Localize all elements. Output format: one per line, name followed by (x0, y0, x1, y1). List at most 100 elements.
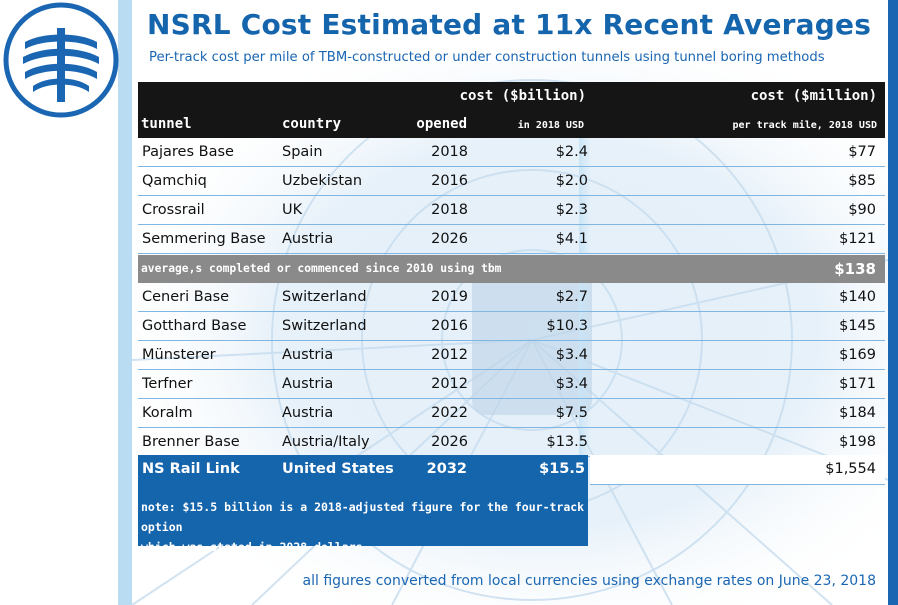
cell-tunnel: Brenner Base (142, 434, 240, 450)
cell-per-mile: $169 (839, 347, 876, 363)
cell-per-mile: $145 (839, 318, 876, 334)
header-country: country (282, 116, 342, 132)
cell-opened: 2018 (431, 144, 468, 160)
cell-country: Uzbekistan (282, 173, 363, 189)
average-row: average,s completed or commenced since 2… (138, 255, 885, 283)
cell-cost: $3.4 (555, 347, 588, 363)
organization-logo (3, 2, 119, 118)
cell-cost: $2.7 (555, 289, 588, 305)
cell-per-mile: $140 (839, 289, 876, 305)
table-row: Pajares Base Spain 2018 $2.4 $77 (138, 138, 885, 167)
footnote: note: $15.5 billion is a 2018-adjusted f… (141, 497, 586, 557)
cell-cost: $10.3 (546, 318, 588, 334)
cell-country: Austria/Italy (282, 434, 370, 450)
cell-opened: 2012 (431, 376, 468, 392)
table-row: Ceneri Base Switzerland 2019 $2.7 $140 (138, 283, 885, 312)
cell-per-mile: $198 (839, 434, 876, 450)
chart-subtitle: Per-track cost per mile of TBM-construct… (149, 50, 825, 65)
cell-tunnel: Pajares Base (142, 144, 234, 160)
highlight-row: NS Rail Link United States 2032 $15.5 no… (138, 455, 588, 554)
column-shade (579, 312, 591, 340)
cell-opened: 2018 (431, 202, 468, 218)
footnote-line-1: note: $15.5 billion is a 2018-adjusted f… (141, 500, 585, 534)
highlight-per-mile: $1,554 (825, 461, 876, 477)
row-divider (138, 195, 885, 196)
average-label: average,s completed or commenced since 2… (141, 262, 502, 275)
cell-country: Switzerland (282, 318, 367, 334)
table-row: Semmering Base Austria 2026 $4.1 $121 (138, 225, 885, 254)
header-opened: opened (416, 116, 467, 132)
column-shade (579, 196, 591, 224)
average-value: $138 (834, 260, 876, 278)
chart-title: NSRL Cost Estimated at 11x Recent Averag… (147, 8, 872, 41)
highlight-cost: $15.5 (539, 461, 585, 477)
table-row: Terfner Austria 2012 $3.4 $171 (138, 370, 885, 399)
table-row: Qamchiq Uzbekistan 2016 $2.0 $85 (138, 167, 885, 196)
row-divider (138, 253, 885, 254)
footnote-line-2: which was stated in 2028 dollars (141, 540, 363, 554)
cell-per-mile: $121 (839, 231, 876, 247)
left-accent-strip (118, 0, 132, 605)
highlight-tunnel: NS Rail Link (142, 461, 240, 477)
cell-per-mile: $85 (848, 173, 876, 189)
column-shade (579, 341, 591, 369)
table-row: Gotthard Base Switzerland 2016 $10.3 $145 (138, 312, 885, 341)
cell-opened: 2012 (431, 347, 468, 363)
column-shade (579, 399, 591, 427)
cell-tunnel: Gotthard Base (142, 318, 247, 334)
cell-tunnel: Ceneri Base (142, 289, 230, 305)
header-cost-million-sub: per track mile, 2018 USD (732, 120, 878, 131)
cell-per-mile: $90 (848, 202, 876, 218)
cell-cost: $7.5 (555, 405, 588, 421)
row-divider (138, 340, 885, 341)
cell-tunnel: Koralm (142, 405, 193, 421)
header-cost-million: cost ($million) (750, 88, 877, 104)
highlight-country: United States (282, 461, 394, 477)
cell-cost: $3.4 (555, 376, 588, 392)
column-shade (579, 138, 591, 166)
cell-opened: 2026 (431, 434, 468, 450)
row-divider (138, 427, 885, 428)
cell-per-mile: $171 (839, 376, 876, 392)
cell-per-mile: $77 (848, 144, 876, 160)
header-cost-billion: cost ($billion) (459, 88, 586, 104)
cell-country: Austria (282, 405, 334, 421)
cell-opened: 2016 (431, 173, 468, 189)
cell-country: Switzerland (282, 289, 367, 305)
row-divider (138, 369, 885, 370)
cell-opened: 2019 (431, 289, 468, 305)
cell-country: Austria (282, 231, 334, 247)
cell-cost: $2.4 (555, 144, 588, 160)
cell-tunnel: Crossrail (142, 202, 205, 218)
cell-tunnel: Münsterer (142, 347, 216, 363)
row-divider (138, 311, 885, 312)
table-row: Koralm Austria 2022 $7.5 $184 (138, 399, 885, 428)
highlight-opened: 2032 (426, 461, 467, 477)
column-shade (579, 428, 591, 456)
cell-cost: $13.5 (546, 434, 588, 450)
cell-cost: $2.3 (555, 202, 588, 218)
right-accent-strip (888, 0, 898, 605)
cell-country: UK (282, 202, 303, 218)
cell-country: Austria (282, 347, 334, 363)
cell-country: Spain (282, 144, 323, 160)
row-divider (138, 398, 885, 399)
cell-opened: 2016 (431, 318, 468, 334)
cell-tunnel: Terfner (142, 376, 193, 392)
cell-tunnel: Qamchiq (142, 173, 207, 189)
column-shade (579, 283, 591, 311)
column-shade (579, 370, 591, 398)
footer-note: all figures converted from local currenc… (302, 573, 876, 589)
table-row: Brenner Base Austria/Italy 2026 $13.5 $198 (138, 428, 885, 457)
cell-opened: 2026 (431, 231, 468, 247)
table-header: tunnel country opened cost ($billion) in… (138, 82, 885, 138)
cell-per-mile: $184 (839, 405, 876, 421)
header-cost-billion-sub: in 2018 USD (517, 120, 584, 131)
table-row: Münsterer Austria 2012 $3.4 $169 (138, 341, 885, 370)
header-tunnel: tunnel (141, 116, 192, 132)
column-shade (579, 225, 591, 253)
row-divider (138, 224, 885, 225)
cell-cost: $2.0 (555, 173, 588, 189)
column-shade (579, 167, 591, 195)
